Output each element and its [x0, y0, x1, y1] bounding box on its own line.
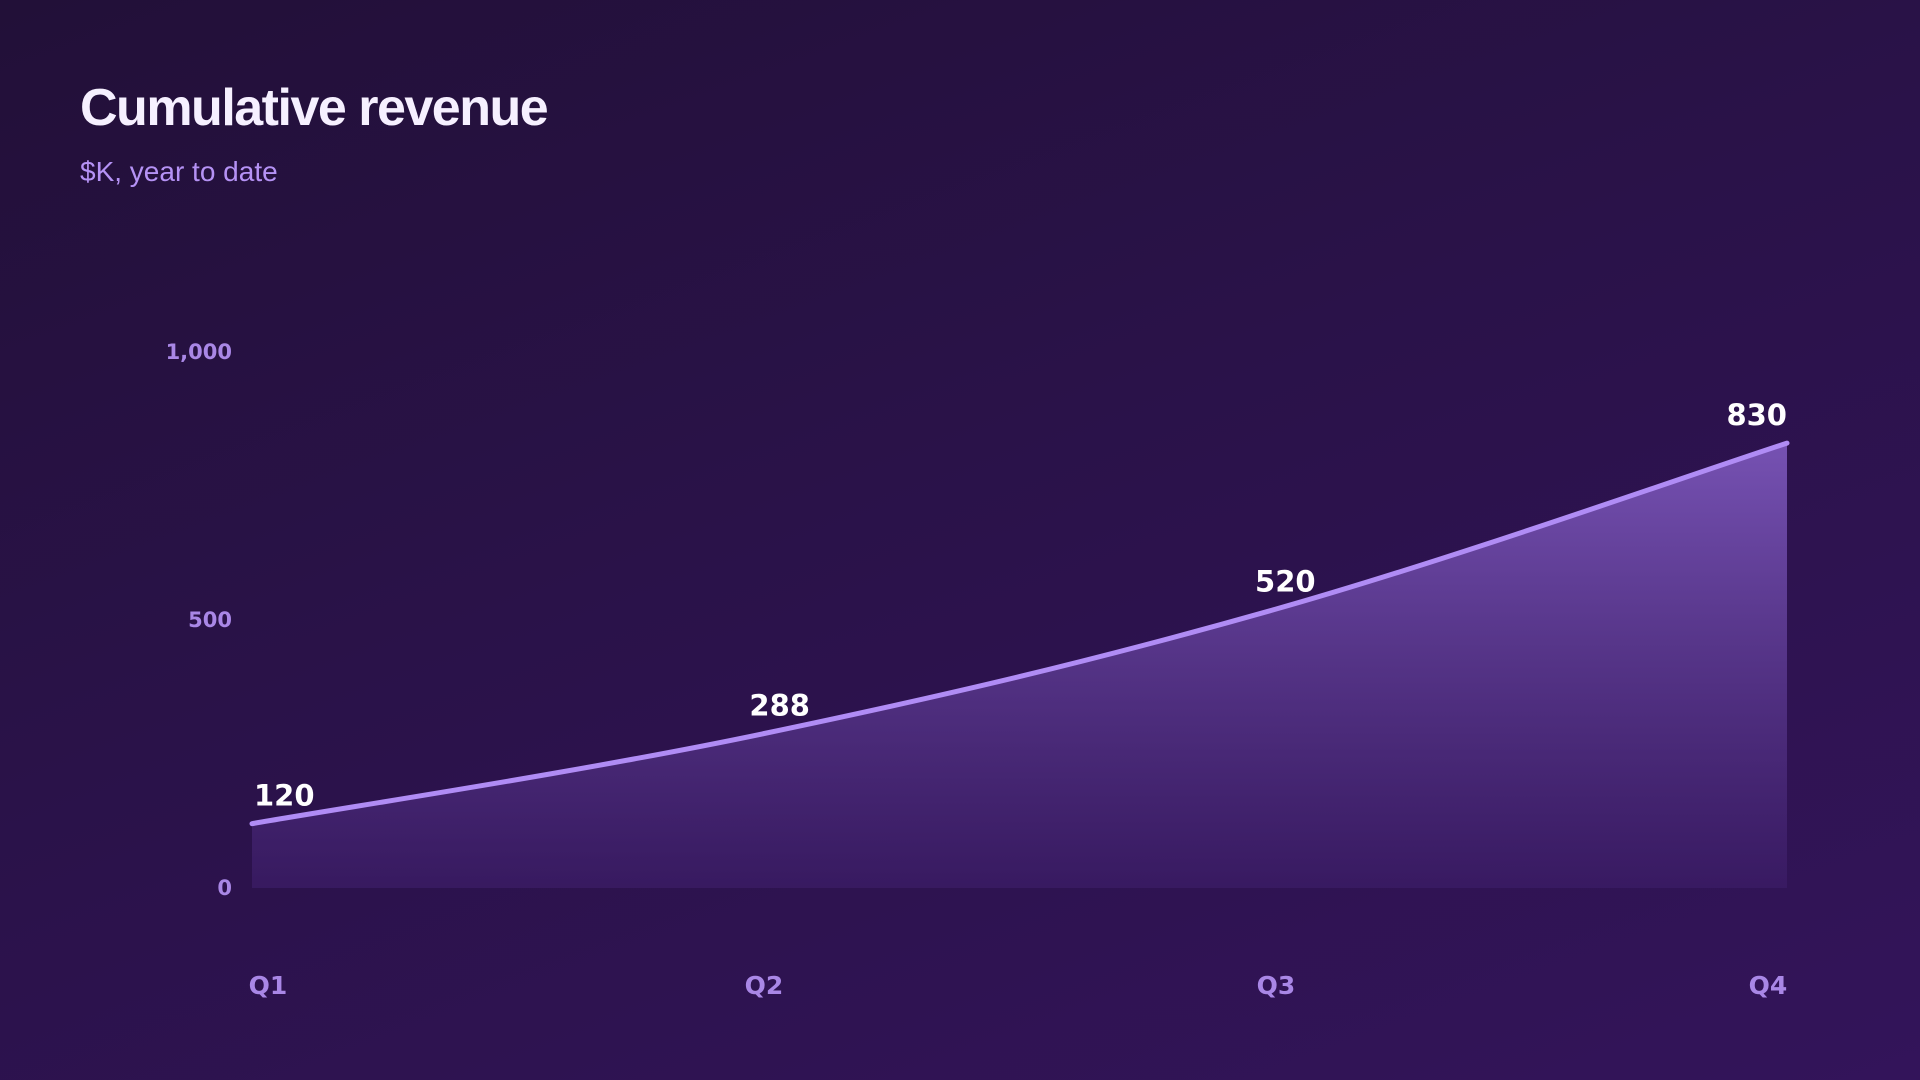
x-tick-label: Q4	[1749, 971, 1788, 1000]
y-tick-label: 0	[217, 876, 232, 900]
x-tick-label: Q1	[249, 971, 288, 1000]
data-labels: 120 288 520 830	[254, 398, 1787, 813]
chart-subtitle: $K, year to date	[80, 156, 278, 187]
series-line	[249, 440, 1790, 827]
data-label: 520	[1255, 564, 1316, 598]
data-label: 288	[749, 689, 810, 723]
x-tick-label: Q3	[1257, 971, 1296, 1000]
chart-title: Cumulative revenue	[80, 79, 549, 137]
data-label: 120	[254, 779, 315, 813]
x-tick-label: Q2	[745, 971, 784, 1000]
y-tick-label: 500	[188, 608, 232, 632]
area-fill	[252, 443, 1787, 888]
y-axis: 0 500 1,000	[166, 340, 232, 900]
y-tick-label: 1,000	[166, 340, 232, 364]
plot-area	[249, 440, 1790, 888]
x-axis: Q1 Q2 Q3 Q4	[249, 971, 1788, 1000]
data-label: 830	[1726, 398, 1787, 432]
